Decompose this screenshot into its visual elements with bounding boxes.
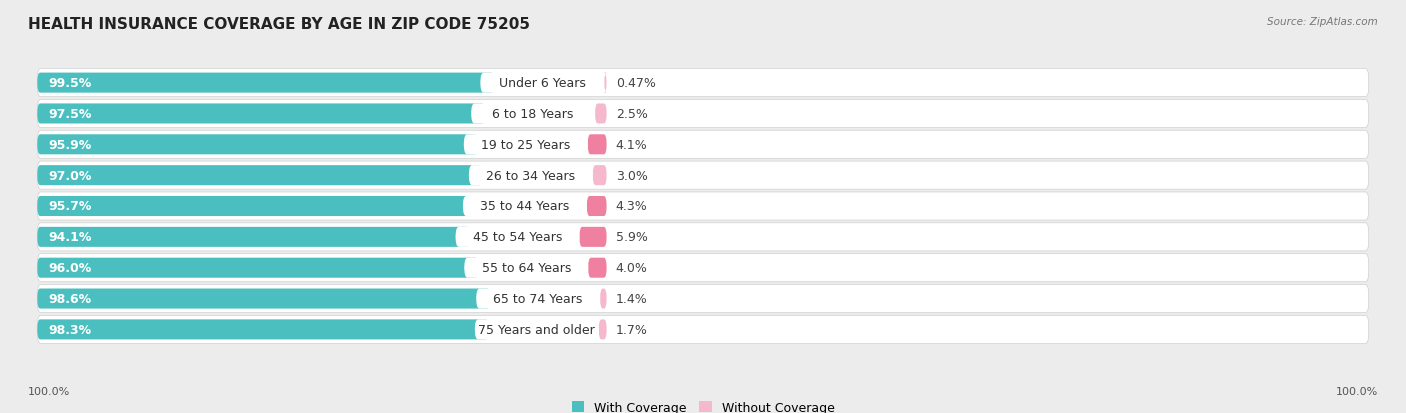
Text: 1.7%: 1.7% (616, 323, 648, 336)
Text: HEALTH INSURANCE COVERAGE BY AGE IN ZIP CODE 75205: HEALTH INSURANCE COVERAGE BY AGE IN ZIP … (28, 17, 530, 31)
FancyBboxPatch shape (464, 135, 588, 155)
Text: 75 Years and older: 75 Years and older (478, 323, 595, 336)
FancyBboxPatch shape (38, 192, 1368, 221)
FancyBboxPatch shape (600, 289, 606, 309)
FancyBboxPatch shape (38, 135, 478, 155)
FancyBboxPatch shape (38, 316, 1368, 344)
Text: 26 to 34 Years: 26 to 34 Years (486, 169, 575, 182)
Text: 98.3%: 98.3% (48, 323, 91, 336)
Text: 4.1%: 4.1% (616, 138, 648, 152)
Text: 5.9%: 5.9% (616, 231, 648, 244)
FancyBboxPatch shape (38, 74, 494, 93)
Text: 94.1%: 94.1% (48, 231, 91, 244)
Text: 19 to 25 Years: 19 to 25 Years (481, 138, 571, 152)
Text: 97.5%: 97.5% (48, 108, 91, 121)
FancyBboxPatch shape (468, 166, 593, 186)
FancyBboxPatch shape (38, 254, 1368, 282)
FancyBboxPatch shape (588, 135, 606, 155)
Text: 95.7%: 95.7% (48, 200, 91, 213)
FancyBboxPatch shape (456, 227, 579, 247)
FancyBboxPatch shape (38, 104, 485, 124)
Text: 96.0%: 96.0% (48, 261, 91, 275)
FancyBboxPatch shape (38, 320, 489, 339)
FancyBboxPatch shape (38, 227, 470, 247)
FancyBboxPatch shape (38, 69, 1368, 97)
Text: 95.9%: 95.9% (48, 138, 91, 152)
FancyBboxPatch shape (38, 166, 482, 186)
Text: Under 6 Years: Under 6 Years (499, 77, 586, 90)
FancyBboxPatch shape (599, 320, 606, 339)
Legend: With Coverage, Without Coverage: With Coverage, Without Coverage (572, 401, 834, 413)
Text: 100.0%: 100.0% (28, 387, 70, 396)
FancyBboxPatch shape (481, 74, 605, 93)
Text: 99.5%: 99.5% (48, 77, 91, 90)
Text: 0.47%: 0.47% (616, 77, 655, 90)
Text: 98.6%: 98.6% (48, 292, 91, 305)
Text: 35 to 44 Years: 35 to 44 Years (481, 200, 569, 213)
FancyBboxPatch shape (603, 74, 607, 93)
FancyBboxPatch shape (586, 197, 606, 216)
Text: 45 to 54 Years: 45 to 54 Years (472, 231, 562, 244)
FancyBboxPatch shape (579, 227, 606, 247)
FancyBboxPatch shape (38, 223, 1368, 251)
FancyBboxPatch shape (38, 100, 1368, 128)
FancyBboxPatch shape (595, 104, 606, 124)
FancyBboxPatch shape (588, 258, 606, 278)
FancyBboxPatch shape (475, 320, 599, 339)
FancyBboxPatch shape (464, 258, 588, 278)
FancyBboxPatch shape (38, 162, 1368, 190)
FancyBboxPatch shape (463, 197, 586, 216)
Text: 4.3%: 4.3% (616, 200, 648, 213)
FancyBboxPatch shape (38, 285, 1368, 313)
FancyBboxPatch shape (38, 131, 1368, 159)
FancyBboxPatch shape (38, 258, 478, 278)
Text: 1.4%: 1.4% (616, 292, 648, 305)
Text: 55 to 64 Years: 55 to 64 Years (482, 261, 571, 275)
Text: 100.0%: 100.0% (1336, 387, 1378, 396)
Text: 6 to 18 Years: 6 to 18 Years (492, 108, 574, 121)
Text: 65 to 74 Years: 65 to 74 Years (494, 292, 583, 305)
FancyBboxPatch shape (593, 166, 606, 186)
Text: 97.0%: 97.0% (48, 169, 91, 182)
Text: Source: ZipAtlas.com: Source: ZipAtlas.com (1267, 17, 1378, 26)
Text: 2.5%: 2.5% (616, 108, 648, 121)
FancyBboxPatch shape (38, 289, 489, 309)
FancyBboxPatch shape (471, 104, 595, 124)
FancyBboxPatch shape (477, 289, 600, 309)
Text: 3.0%: 3.0% (616, 169, 648, 182)
FancyBboxPatch shape (38, 197, 477, 216)
Text: 4.0%: 4.0% (616, 261, 648, 275)
